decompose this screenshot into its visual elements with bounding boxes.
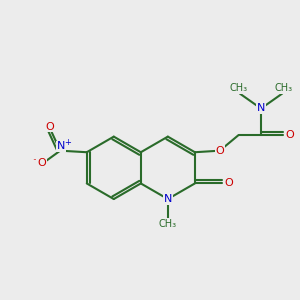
Text: CH₃: CH₃ (229, 83, 248, 93)
Text: N: N (257, 103, 265, 113)
Text: O: O (215, 146, 224, 156)
Text: +: + (64, 138, 71, 147)
Text: CH₃: CH₃ (275, 83, 293, 93)
Text: O: O (286, 130, 294, 140)
Text: O: O (37, 158, 46, 168)
Text: CH₃: CH₃ (159, 219, 177, 229)
Text: O: O (45, 122, 54, 132)
Text: N: N (57, 141, 65, 151)
Text: O: O (224, 178, 233, 188)
Text: ⁻: ⁻ (32, 157, 39, 170)
Text: N: N (164, 194, 172, 204)
